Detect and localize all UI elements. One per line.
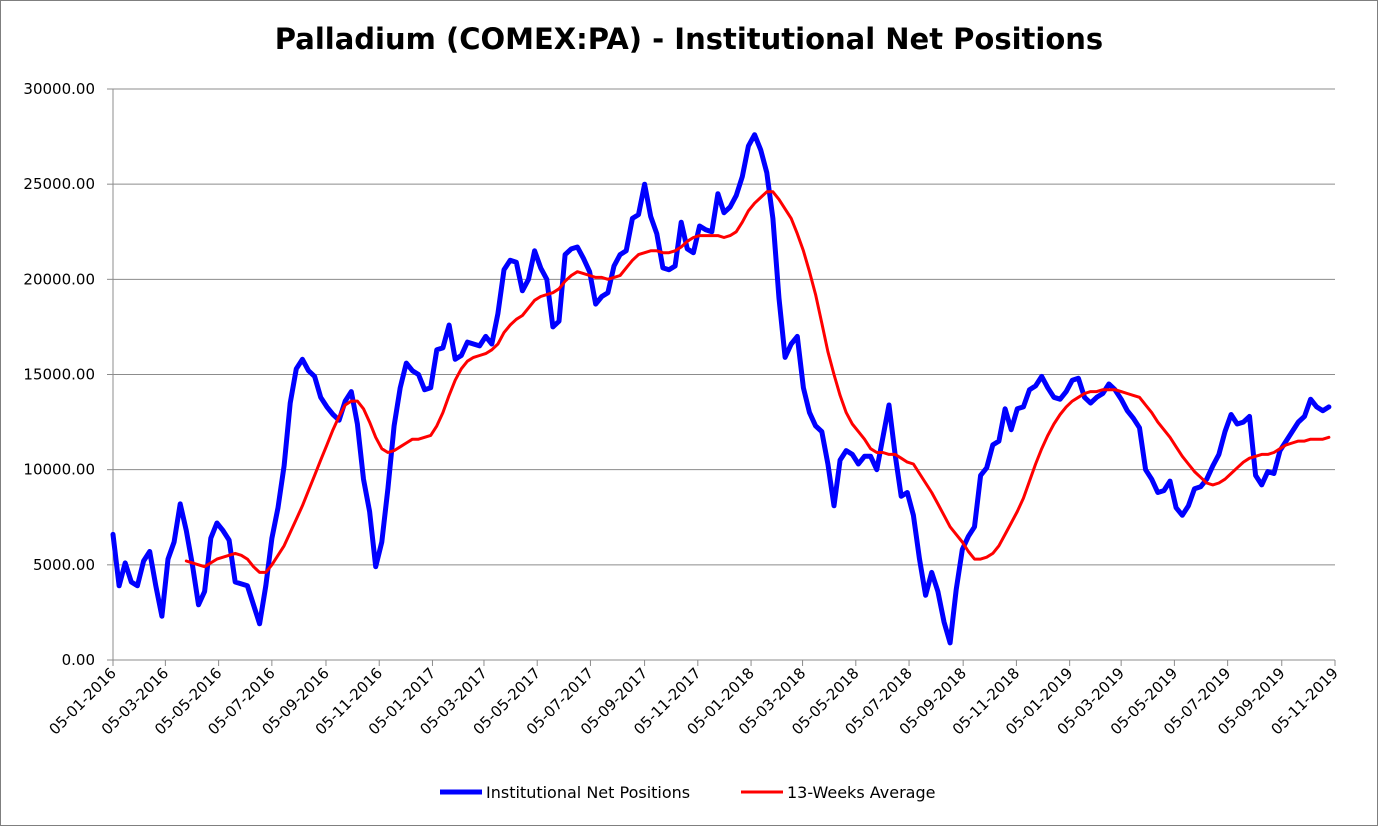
gridlines (113, 88, 1335, 661)
y-tick-label: 0.00 (62, 651, 95, 669)
series-lines (110, 132, 1332, 646)
y-tick-label: 20000.00 (23, 270, 95, 288)
y-tick-label: 30000.00 (23, 80, 95, 98)
chart-title: Palladium (COMEX:PA) - Institutional Net… (274, 22, 1104, 56)
legend-label: Institutional Net Positions (486, 783, 690, 802)
y-tick-labels: 0.00 5000.00 10000.00 15000.00 20000.00 25000… (23, 80, 95, 669)
y-tick-label: 15000.00 (23, 366, 95, 384)
x-tick-labels: 05-01-201605-03-201605-05-201605-07-2016… (45, 664, 1341, 738)
y-tick-label: 5000.00 (33, 556, 95, 574)
y-tick-label: 25000.00 (23, 175, 95, 193)
legend-label: 13-Weeks Average (787, 783, 935, 802)
series-line-institutional-net-positions (110, 132, 1332, 646)
series-line-13-weeks-average (184, 190, 1331, 574)
axes (107, 88, 1336, 666)
legend: Institutional Net Positions 13-Weeks Aver… (440, 783, 935, 802)
y-tick-label: 10000.00 (23, 461, 95, 479)
